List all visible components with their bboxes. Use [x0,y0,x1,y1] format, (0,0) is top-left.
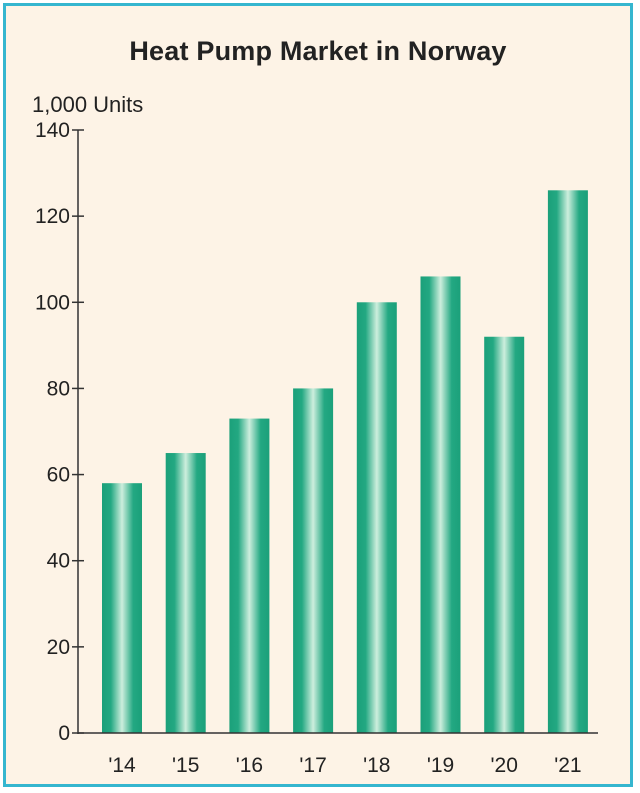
bar-16 [229,418,270,733]
y-tick-label: 80 [47,377,70,400]
bar-17 [293,388,334,733]
x-tick-label: '15 [172,754,199,777]
bar-18 [356,302,397,733]
bar-19 [420,276,461,733]
x-tick-label: '20 [491,754,518,777]
bar-20 [484,336,525,733]
bar-14 [102,483,142,733]
y-tick-label: 0 [58,722,70,745]
y-tick-label: 100 [35,291,70,314]
y-tick-label: 140 [35,119,70,142]
bar-21 [547,190,588,734]
y-axis-unit-label: 1,000 Units [32,92,144,117]
x-tick-label: '17 [299,754,326,777]
x-tick-label: '19 [427,754,454,777]
x-tick-label: '16 [236,754,263,777]
y-tick-label: 40 [47,550,70,573]
y-tick-label: 60 [47,464,70,487]
chart-title: Heat Pump Market in Norway [129,36,507,66]
x-tick-label: '18 [363,754,390,777]
bars [102,190,588,734]
x-tick-label: '14 [108,754,136,777]
y-tick-label: 20 [47,636,70,659]
axes: '14 '15 '16 '17 '18 '19 '20 '21 0 20 40 60 80 100 120 1… [35,119,598,777]
y-tick-label: 120 [35,205,70,228]
x-tick-label: '21 [554,754,581,777]
bar-15 [165,453,206,733]
